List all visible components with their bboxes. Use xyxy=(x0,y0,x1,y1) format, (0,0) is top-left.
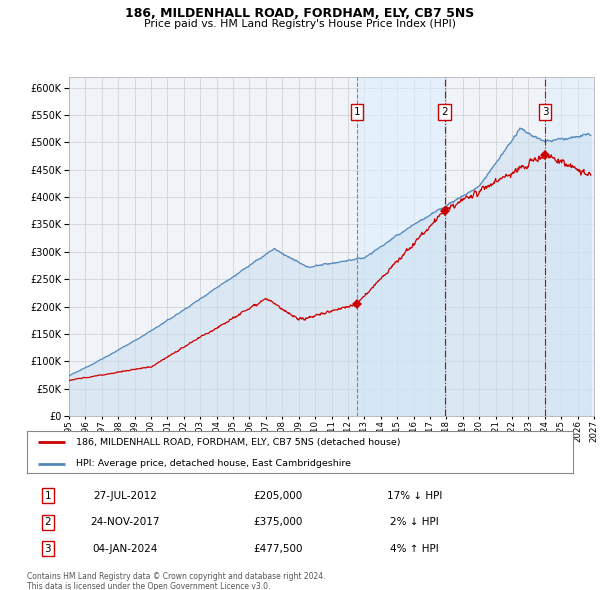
Text: £205,000: £205,000 xyxy=(254,491,303,501)
Text: 3: 3 xyxy=(44,543,51,553)
Text: 4% ↑ HPI: 4% ↑ HPI xyxy=(390,543,439,553)
Text: 2% ↓ HPI: 2% ↓ HPI xyxy=(390,517,439,527)
Text: This data is licensed under the Open Government Licence v3.0.: This data is licensed under the Open Gov… xyxy=(27,582,271,590)
Text: HPI: Average price, detached house, East Cambridgeshire: HPI: Average price, detached house, East… xyxy=(76,460,351,468)
Text: 27-JUL-2012: 27-JUL-2012 xyxy=(94,491,157,501)
Text: 1: 1 xyxy=(44,491,51,501)
Text: 186, MILDENHALL ROAD, FORDHAM, ELY, CB7 5NS: 186, MILDENHALL ROAD, FORDHAM, ELY, CB7 … xyxy=(125,7,475,20)
Text: Price paid vs. HM Land Registry's House Price Index (HPI): Price paid vs. HM Land Registry's House … xyxy=(144,19,456,29)
Text: 17% ↓ HPI: 17% ↓ HPI xyxy=(387,491,442,501)
Text: 3: 3 xyxy=(542,107,548,117)
Text: 186, MILDENHALL ROAD, FORDHAM, ELY, CB7 5NS (detached house): 186, MILDENHALL ROAD, FORDHAM, ELY, CB7 … xyxy=(76,438,401,447)
Bar xyxy=(357,77,445,416)
Text: 2: 2 xyxy=(442,107,448,117)
Text: 04-JAN-2024: 04-JAN-2024 xyxy=(92,543,158,553)
Bar xyxy=(545,77,594,416)
Text: Contains HM Land Registry data © Crown copyright and database right 2024.: Contains HM Land Registry data © Crown c… xyxy=(27,572,325,581)
Text: £477,500: £477,500 xyxy=(253,543,303,553)
Text: 1: 1 xyxy=(354,107,361,117)
Text: 2: 2 xyxy=(44,517,51,527)
Text: 24-NOV-2017: 24-NOV-2017 xyxy=(91,517,160,527)
Text: £375,000: £375,000 xyxy=(253,517,303,527)
